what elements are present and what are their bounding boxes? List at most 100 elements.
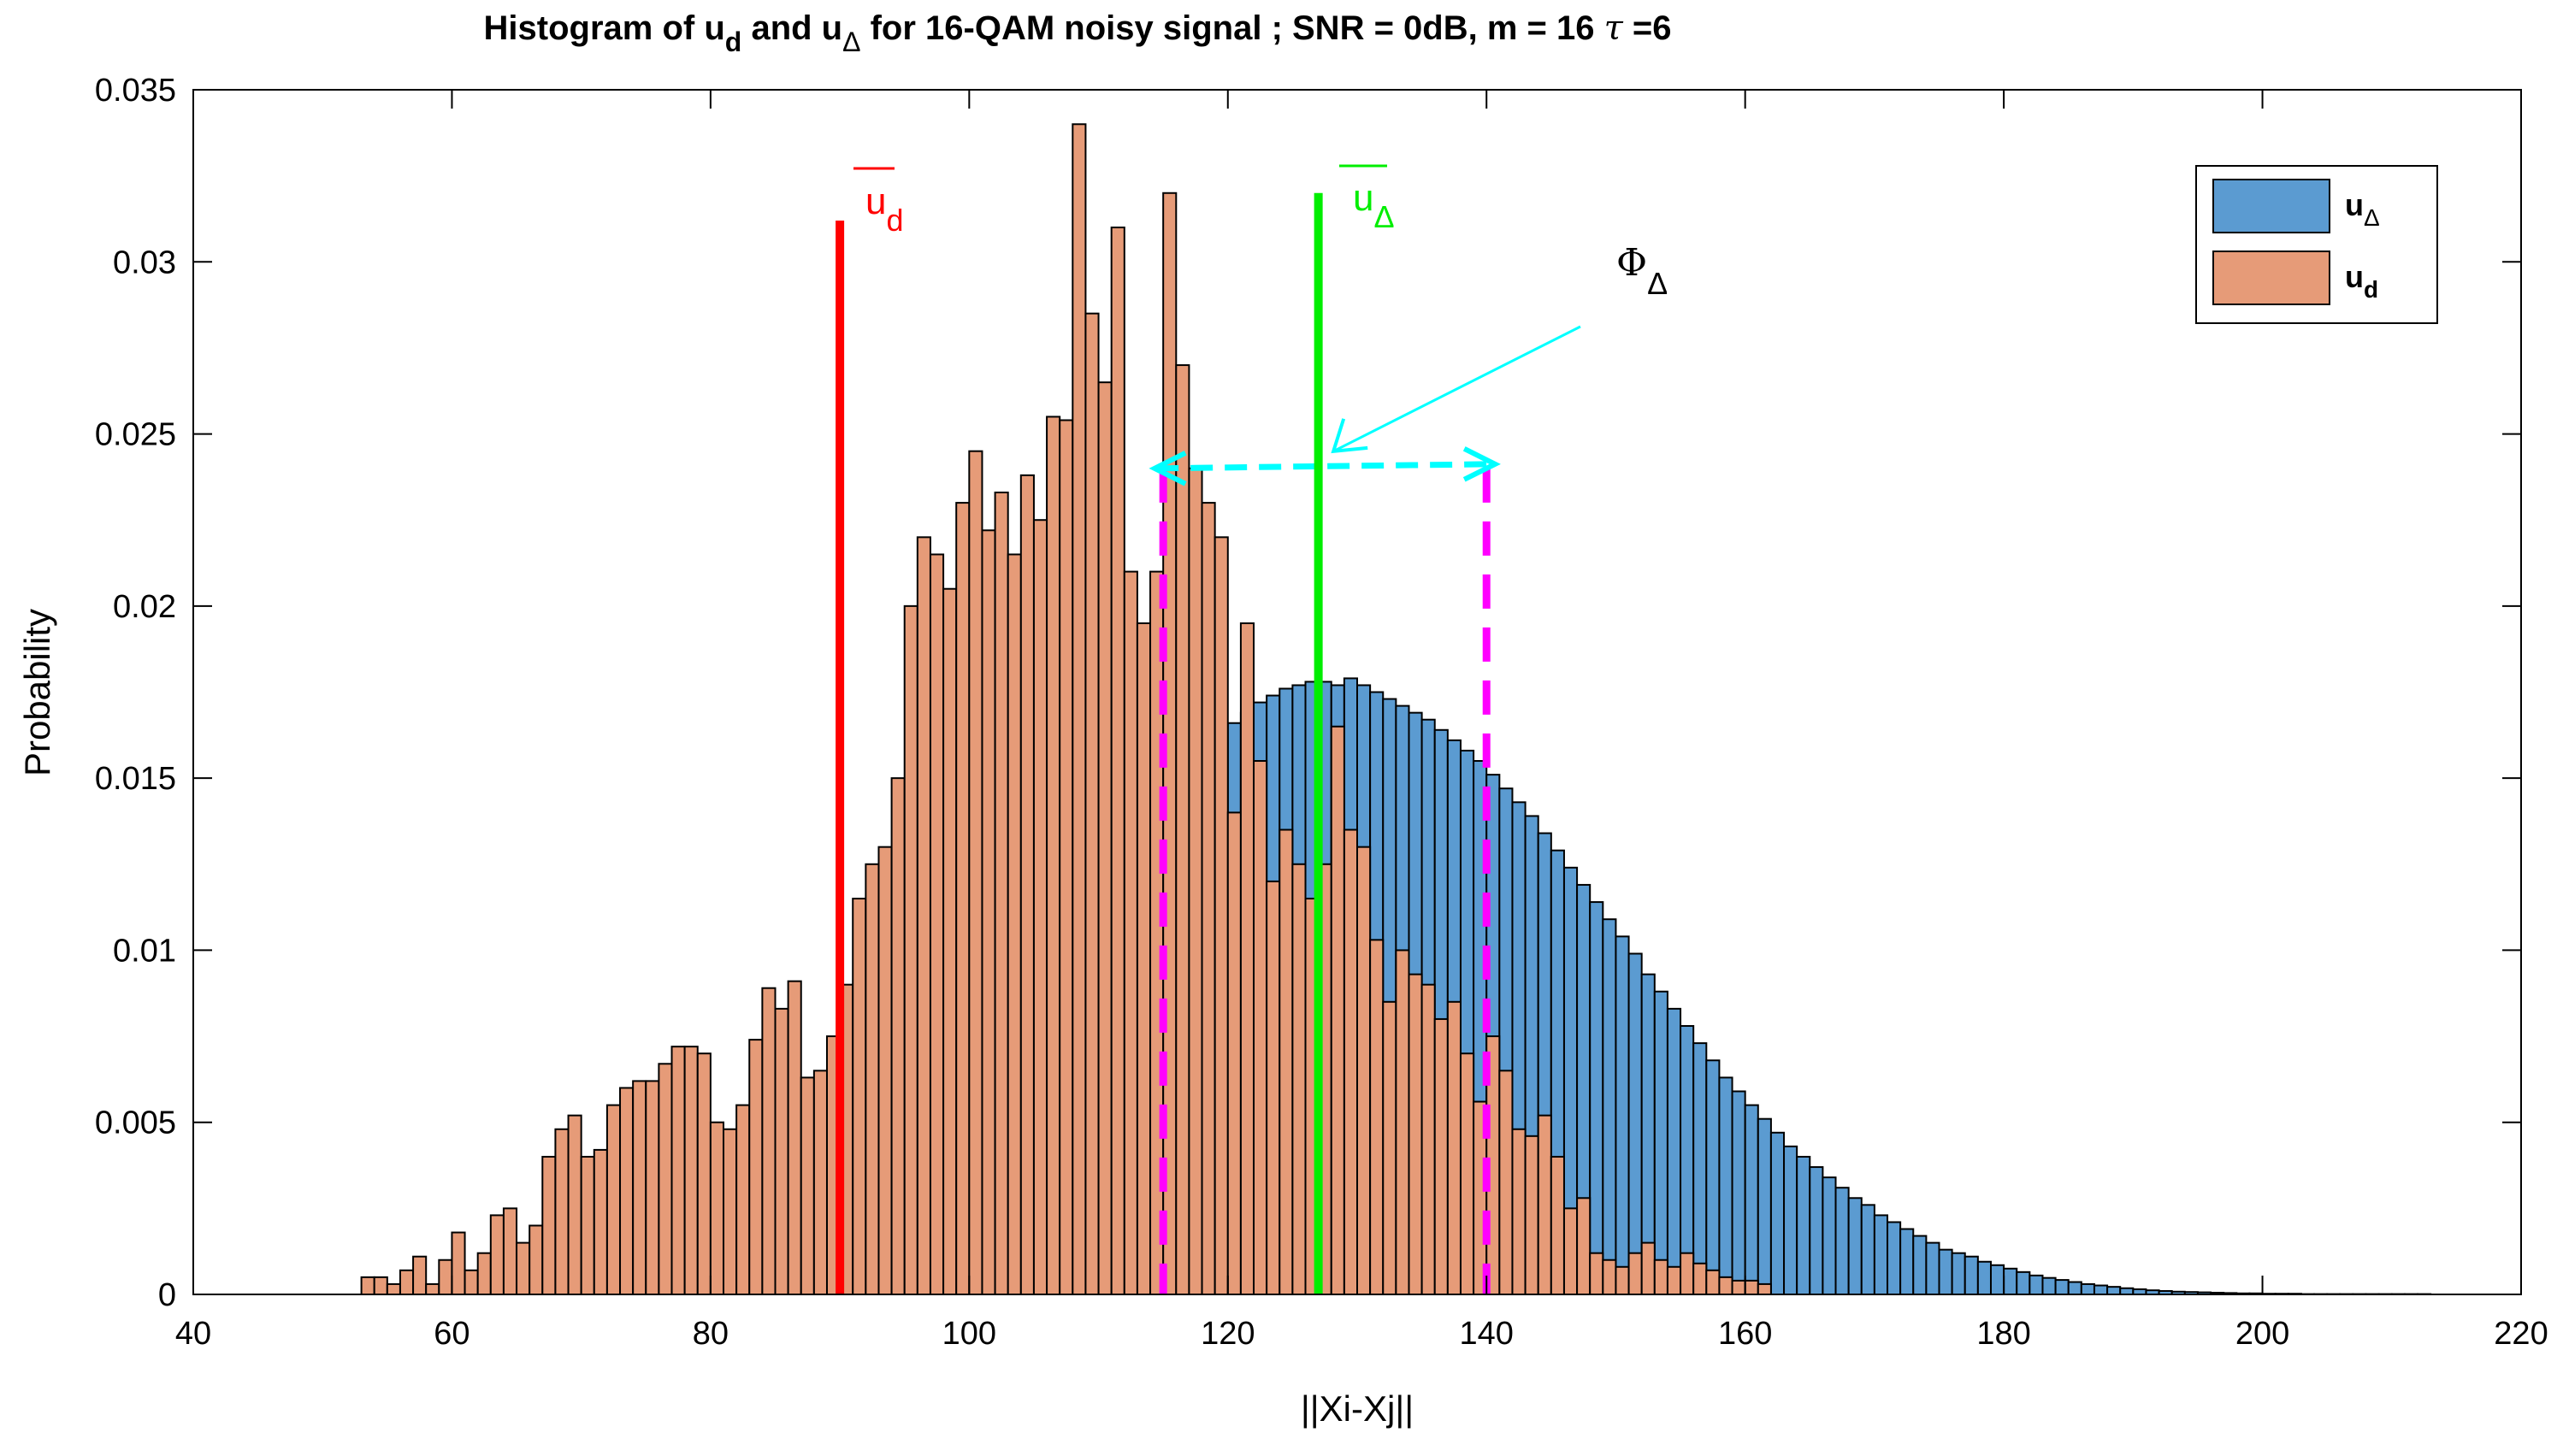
u_d-bar: [812, 1070, 828, 1295]
u_d-bar: [529, 1224, 544, 1295]
u_delta-bar: [1809, 1166, 1824, 1296]
u_d-bar: [489, 1214, 505, 1296]
u_d-bar: [502, 1207, 518, 1295]
y-tick-label: 0: [158, 1277, 176, 1313]
u_d-bar: [942, 587, 958, 1295]
u_d-bar: [580, 1155, 595, 1295]
x-tick-label: 80: [693, 1316, 729, 1352]
u_d-bar: [541, 1155, 557, 1295]
mean-label-u-delta: uΔ: [1339, 164, 1395, 234]
u_d-bar: [1718, 1276, 1733, 1295]
u_delta-bar: [1692, 1042, 1708, 1295]
u_delta-bar: [2016, 1270, 2031, 1295]
u_d-bar: [1072, 123, 1087, 1295]
u_d-bar: [1084, 312, 1100, 1295]
mean-label-u-delta-text: uΔ: [1353, 177, 1395, 234]
u_d-bar: [1356, 846, 1372, 1295]
u_d-bar: [360, 1276, 375, 1295]
u_d-bar: [1408, 973, 1423, 1295]
x-tick-label: 200: [2235, 1316, 2289, 1352]
plot-frame: [192, 89, 2522, 1295]
legend-swatch-u-delta: [2212, 179, 2330, 233]
u_delta-bar: [1796, 1155, 1811, 1295]
y-tick-label: 0.01: [113, 933, 176, 969]
u_d-bar: [1615, 1265, 1630, 1296]
u_delta-bar: [1887, 1221, 1902, 1295]
u_d-bar: [1007, 553, 1022, 1295]
chart-title: Histogram of ud and uΔ for 16-QAM noisy …: [484, 9, 1672, 57]
u_d-bar: [929, 553, 945, 1295]
u_d-bar: [386, 1282, 401, 1296]
annotations: [836, 192, 1581, 1294]
u_d-bar: [1420, 983, 1436, 1295]
y-tick-label: 0.035: [95, 73, 176, 109]
u_d-bar: [865, 863, 880, 1295]
u_d-bar: [1744, 1279, 1759, 1296]
u_d-bar: [593, 1148, 608, 1296]
u_d-bar: [399, 1269, 415, 1295]
u_delta-bar: [1964, 1255, 1979, 1295]
u_d-bar: [683, 1046, 699, 1296]
y-tick-label: 0.005: [95, 1105, 176, 1141]
u_d-bar: [1201, 502, 1216, 1295]
u_d-bar: [438, 1259, 453, 1295]
u_d-bar: [877, 846, 893, 1295]
legend: uΔ ud: [2195, 165, 2438, 324]
u_delta-bar: [1705, 1059, 1721, 1295]
u_delta-bar: [1834, 1187, 1850, 1295]
u_d-bar: [451, 1231, 466, 1296]
mean-label-u-d-text: ud: [865, 180, 904, 238]
u_d-bar: [1640, 1241, 1656, 1295]
u_delta-bar: [2119, 1287, 2135, 1295]
u_d-bar: [735, 1104, 751, 1295]
u_d-bar: [645, 1080, 660, 1296]
axis-ticks: 40 60 80 100 120 140 160 180 200 220 0 0.005 0.01 0.0…: [95, 73, 2548, 1352]
u_d-bar: [632, 1080, 647, 1296]
u_delta-bar: [1744, 1104, 1759, 1295]
u_d-bar: [1589, 1252, 1604, 1295]
u_d-bar: [412, 1255, 428, 1295]
x-tick-label: 140: [1460, 1316, 1514, 1352]
y-axis-label: Probability: [17, 609, 57, 776]
legend-swatch-u-d: [2212, 251, 2330, 305]
u_d-bar: [1602, 1259, 1617, 1295]
u_delta-bar: [1873, 1214, 1889, 1296]
u_delta-bar: [1731, 1090, 1746, 1295]
u_d-bar: [890, 777, 906, 1295]
u_delta-bar: [2054, 1279, 2070, 1295]
u_d-bar: [709, 1121, 725, 1295]
interval-arrow-head-right: [1462, 446, 1501, 482]
u_d-bar: [373, 1276, 388, 1295]
x-tick-label: 100: [942, 1316, 996, 1352]
u_delta-bar: [2106, 1286, 2122, 1296]
u_d-bar: [1136, 622, 1152, 1295]
phi-delta-label: ΦΔ: [1616, 241, 1668, 301]
x-tick-label: 160: [1718, 1316, 1772, 1352]
legend-label-u-d: ud: [2345, 259, 2378, 303]
u_d-bar: [1446, 1000, 1462, 1296]
x-tick-label: 40: [175, 1316, 211, 1352]
u_d-bar: [761, 987, 777, 1295]
u_d-bar: [1498, 1070, 1514, 1295]
u_d-bar: [787, 980, 802, 1296]
u_d-bar: [1019, 474, 1035, 1295]
u_d-bar: [1175, 364, 1190, 1295]
u_d-bar: [1433, 1017, 1449, 1295]
interval-arrow-head-left: [1149, 451, 1187, 486]
u_d-bar: [1239, 622, 1255, 1295]
u_d-bar: [981, 529, 996, 1295]
u_delta-bar: [2067, 1281, 2082, 1296]
u_delta-bar: [1615, 935, 1630, 1295]
y-tick-label: 0.03: [113, 245, 176, 280]
y-tick-label: 0.025: [95, 417, 176, 453]
u_delta-bar: [1860, 1204, 1875, 1295]
u_d-bar: [774, 1007, 789, 1295]
phi-pointer-head: [1331, 418, 1368, 454]
u_d-bar: [696, 1052, 712, 1295]
x-tick-label: 220: [2494, 1316, 2548, 1352]
u_d-bar: [1097, 381, 1113, 1296]
u_d-bar: [464, 1269, 479, 1295]
u_d-bar: [1046, 416, 1061, 1296]
u_d-bar: [852, 898, 867, 1296]
u_d-bar: [1395, 949, 1410, 1296]
